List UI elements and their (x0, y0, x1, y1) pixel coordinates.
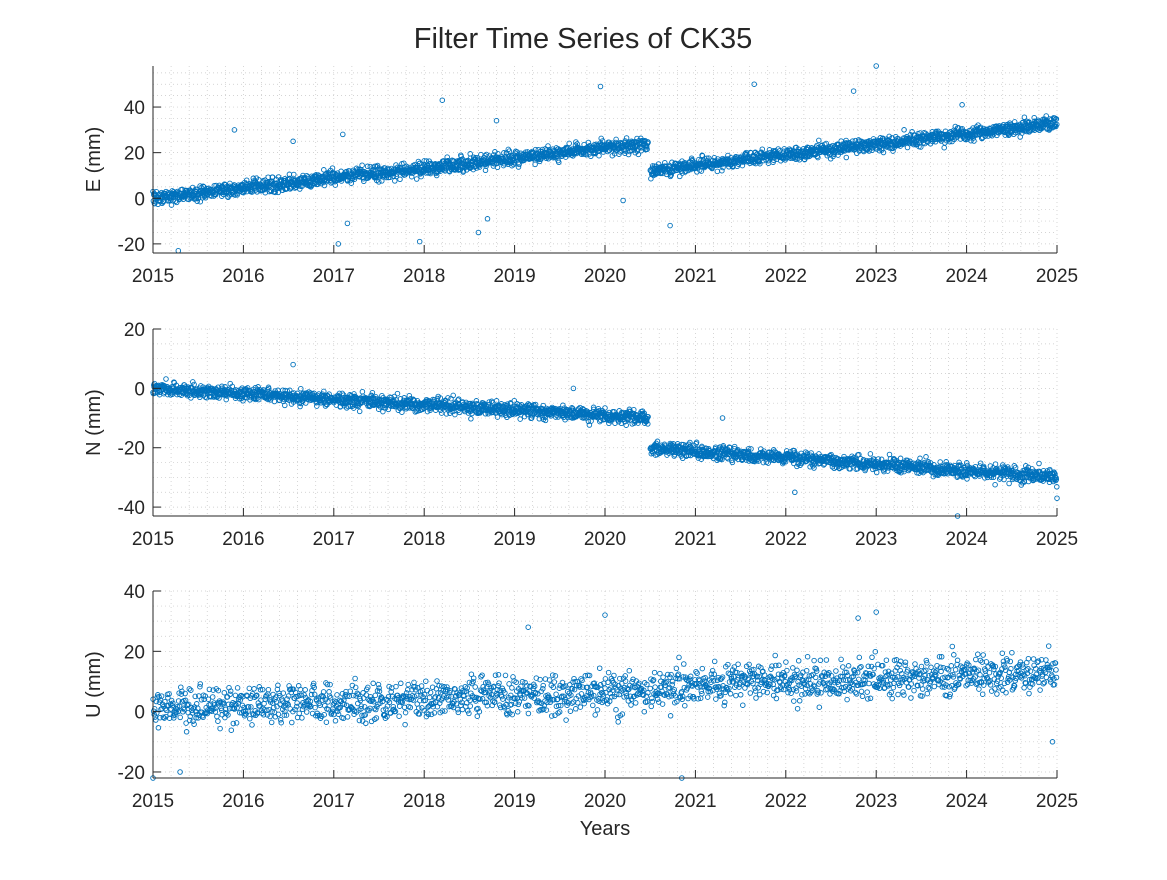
data-point (283, 403, 288, 408)
data-point (449, 396, 454, 401)
x-tick-label: 2018 (403, 266, 445, 287)
data-point (292, 172, 297, 177)
data-point (485, 217, 490, 222)
data-point (360, 163, 365, 168)
y-tick-label: 40 (124, 98, 145, 119)
data-point (333, 183, 338, 188)
data-point (169, 203, 174, 208)
data-point (960, 103, 965, 108)
x-tick-label: 2021 (674, 266, 716, 287)
x-tick-label: 2020 (584, 266, 626, 287)
y-tick-label: -20 (118, 235, 145, 256)
data-point (598, 84, 603, 89)
x-tick-label: 2019 (493, 266, 535, 287)
data-point (336, 242, 341, 247)
y-tick-label: 20 (124, 144, 145, 165)
data-point (417, 239, 422, 244)
data-point (414, 177, 419, 182)
data-point (844, 155, 849, 160)
data-point (752, 82, 757, 87)
y-tick-label: 0 (134, 189, 145, 210)
data-point (341, 132, 346, 137)
x-tick-label: 2023 (855, 266, 897, 287)
data-point (858, 456, 863, 461)
data-point (898, 456, 903, 461)
data-point (518, 417, 523, 422)
y-axis-label: E (mm) (83, 127, 105, 193)
data-point (817, 138, 822, 143)
x-tick-label: 2017 (313, 266, 355, 287)
x-tick-label: 2016 (222, 266, 264, 287)
data-point (851, 89, 856, 94)
figure-title: Filter Time Series of CK35 (414, 23, 752, 55)
x-axis-label: Years (580, 818, 630, 840)
data-point (495, 415, 500, 420)
data-point (176, 248, 181, 253)
data-point (287, 172, 292, 177)
data-point (868, 452, 873, 457)
data-point (567, 141, 572, 146)
data-point (469, 417, 474, 422)
data-point (715, 169, 720, 174)
data-point (393, 179, 398, 184)
data-point (357, 409, 362, 414)
x-tick-label: 2022 (765, 266, 807, 287)
data-point (614, 137, 619, 142)
data-point (315, 404, 320, 409)
data-point (494, 399, 499, 404)
data-point (395, 391, 400, 396)
data-point (439, 411, 444, 416)
data-point (400, 410, 405, 415)
subplot-east: 2015 2016 2017 2018 2019 2020 2021 2022 2023 2024… (83, 64, 1078, 287)
data-point (451, 393, 456, 398)
data-point (942, 145, 947, 150)
data-point (345, 221, 350, 226)
x-tick-label: 2015 (132, 266, 174, 287)
data-point (360, 389, 365, 394)
data-point (597, 153, 602, 158)
data-point (668, 223, 673, 228)
data-point (164, 377, 169, 382)
x-tick-label: 2024 (945, 266, 988, 287)
data-point (398, 177, 403, 182)
data-point (232, 128, 237, 133)
data-point (1022, 115, 1027, 120)
x-tick-label: 2025 (1036, 266, 1078, 287)
data-point (370, 390, 375, 395)
data-point (299, 386, 304, 391)
